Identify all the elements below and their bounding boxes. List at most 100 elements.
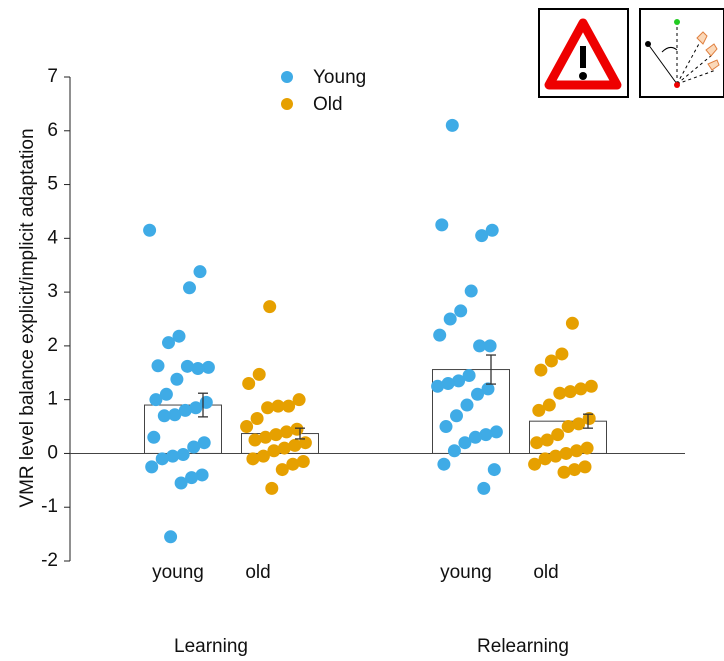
data-point [538, 452, 552, 466]
data-point [528, 457, 542, 471]
data-point [159, 387, 173, 401]
data-point [168, 408, 182, 422]
data-point [286, 457, 300, 471]
data-point [172, 329, 186, 343]
data-point [155, 452, 169, 466]
data-point [441, 377, 455, 391]
data-point [454, 304, 468, 318]
data-point [157, 409, 171, 423]
data-point [162, 336, 175, 350]
y-axis-label: VMR level balance explicit/implicit adap… [17, 128, 38, 507]
data-point [259, 430, 272, 444]
data-point [578, 460, 592, 474]
data-point [580, 441, 594, 455]
y-tick-label: 4 [47, 227, 58, 248]
data-point [176, 448, 190, 462]
data-point [437, 457, 451, 471]
data-point [269, 428, 283, 442]
data-point [551, 428, 565, 442]
data-point [471, 387, 484, 401]
data-point [572, 417, 586, 431]
data-point [191, 361, 205, 375]
data-point [477, 481, 491, 495]
data-point [174, 476, 188, 490]
data-point [563, 385, 577, 399]
data-point [544, 354, 558, 368]
data-point [443, 312, 457, 326]
legend-label: Young [313, 67, 366, 88]
data-point [559, 446, 573, 460]
data-point [275, 463, 289, 477]
hand-diagram-icon [639, 8, 724, 98]
data-point [542, 398, 556, 412]
data-point [574, 382, 588, 396]
data-point [248, 433, 262, 447]
data-point [483, 339, 497, 353]
data-point [481, 382, 495, 396]
x-tick-label: old [245, 562, 270, 583]
data-point [180, 359, 194, 373]
data-point [435, 218, 449, 232]
data-point [151, 359, 165, 373]
data-point [532, 403, 546, 417]
data-point [561, 420, 575, 434]
group-label: Learning [174, 636, 248, 657]
data-point [197, 436, 211, 450]
data-point [256, 449, 270, 463]
data-point [460, 398, 474, 412]
data-point [485, 223, 499, 237]
data-point [468, 430, 482, 444]
data-point [164, 530, 178, 544]
data-point [568, 463, 581, 477]
data-point [582, 411, 596, 425]
data-point [292, 393, 306, 407]
data-point [170, 372, 184, 386]
data-point [201, 360, 215, 374]
data-point [187, 440, 201, 454]
data-point [584, 379, 598, 393]
data-point [447, 444, 461, 458]
legend-label: Old [313, 94, 343, 115]
data-point [277, 441, 291, 455]
data-point [145, 460, 159, 474]
data-point [265, 481, 279, 495]
legend-marker [281, 71, 293, 83]
data-point [166, 449, 180, 463]
data-point [149, 393, 163, 407]
data-point [464, 284, 478, 298]
warning-icon [538, 8, 629, 98]
data-point [487, 463, 501, 477]
data-point [195, 468, 209, 482]
y-tick-label: 3 [47, 281, 58, 302]
y-tick-label: -2 [41, 550, 58, 571]
y-tick-label: 1 [47, 389, 58, 410]
x-tick-label: young [152, 562, 204, 583]
data-point [445, 118, 459, 132]
data-point [240, 420, 254, 434]
data-point [280, 425, 293, 439]
data-point [178, 403, 192, 417]
error-bar [486, 354, 496, 385]
x-tick-label: old [533, 562, 558, 583]
data-point [271, 399, 285, 413]
data-point [263, 300, 277, 314]
data-point [452, 374, 466, 388]
legend-marker [281, 98, 293, 110]
x-tick-label: young [440, 562, 492, 583]
group-label: Relearning [477, 636, 569, 657]
data-point [143, 223, 157, 237]
data-point [261, 401, 275, 415]
data-point [433, 328, 447, 342]
data-point [242, 377, 256, 391]
data-point [540, 433, 554, 447]
data-point [555, 347, 569, 361]
data-point [473, 339, 487, 353]
data-point [246, 452, 260, 466]
data-point [250, 411, 264, 425]
y-tick-label: -1 [41, 496, 58, 517]
data-point [530, 436, 544, 450]
data-point [479, 428, 493, 442]
error-bar [295, 427, 305, 440]
data-point [462, 368, 476, 382]
data-point [570, 444, 584, 458]
